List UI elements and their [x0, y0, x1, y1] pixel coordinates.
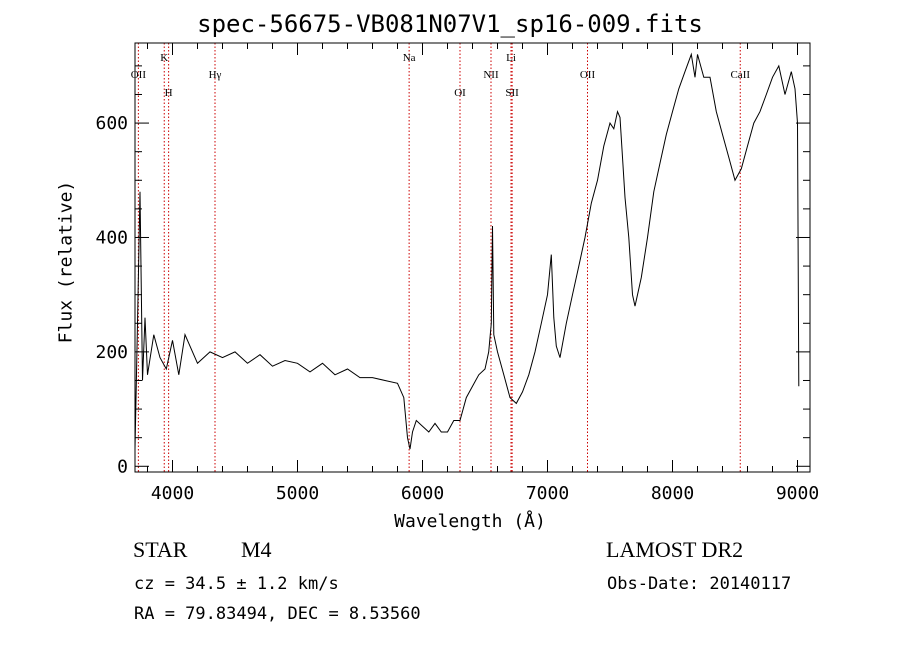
marker-label-5: OI	[454, 87, 466, 99]
marker-label-6: NII	[483, 69, 499, 81]
marker-label-2: H	[165, 87, 173, 99]
coordinates-radec: RA = 79.83494, DEC = 8.53560	[134, 604, 421, 624]
x-tick-label-3: 7000	[526, 483, 569, 504]
y-tick-label-1: 200	[95, 342, 128, 363]
survey-name: LAMOST DR2	[606, 537, 744, 562]
plot-frame	[134, 42, 811, 473]
y-axis-label: Flux (relative)	[55, 180, 77, 344]
chart-title: spec-56675-VB081N07V1_sp16-009.fits	[197, 10, 703, 38]
marker-label-1: K	[160, 52, 168, 64]
x-tick-label-1: 5000	[276, 483, 319, 504]
object-class: STAR	[133, 537, 188, 562]
marker-label-9: OII	[580, 69, 596, 81]
observation-date: Obs-Date: 20140117	[607, 574, 792, 594]
spectrum-line	[134, 52, 800, 450]
plot-axes: 4000 5000 6000 7000 8000 9000 0 200 400 600	[95, 42, 819, 504]
x-tick-label-2: 6000	[401, 483, 444, 504]
marker-label-10: CaII	[730, 69, 750, 81]
object-subclass: M4	[241, 537, 272, 562]
marker-label-3: Hγ	[209, 69, 222, 81]
marker-label-7: Li	[506, 52, 516, 64]
line-markers	[137, 43, 741, 472]
marker-label-8: SII	[505, 87, 519, 99]
x-tick-label-5: 9000	[776, 483, 819, 504]
x-tick-label-4: 8000	[651, 483, 694, 504]
marker-label-4: Na	[403, 52, 416, 64]
y-tick-label-2: 400	[95, 227, 128, 248]
redshift-cz: cz = 34.5 ± 1.2 km/s	[134, 574, 339, 594]
x-axis-label: Wavelength (Å)	[394, 511, 546, 532]
y-tick-label-0: 0	[117, 456, 128, 477]
marker-label-0: OII	[131, 69, 147, 81]
y-tick-label-3: 600	[95, 113, 128, 134]
x-tick-label-0: 4000	[151, 483, 194, 504]
marker-labels: OII K H Hγ Na OI NII Li SII OII CaII	[131, 52, 751, 99]
spectrum-series	[134, 52, 800, 450]
